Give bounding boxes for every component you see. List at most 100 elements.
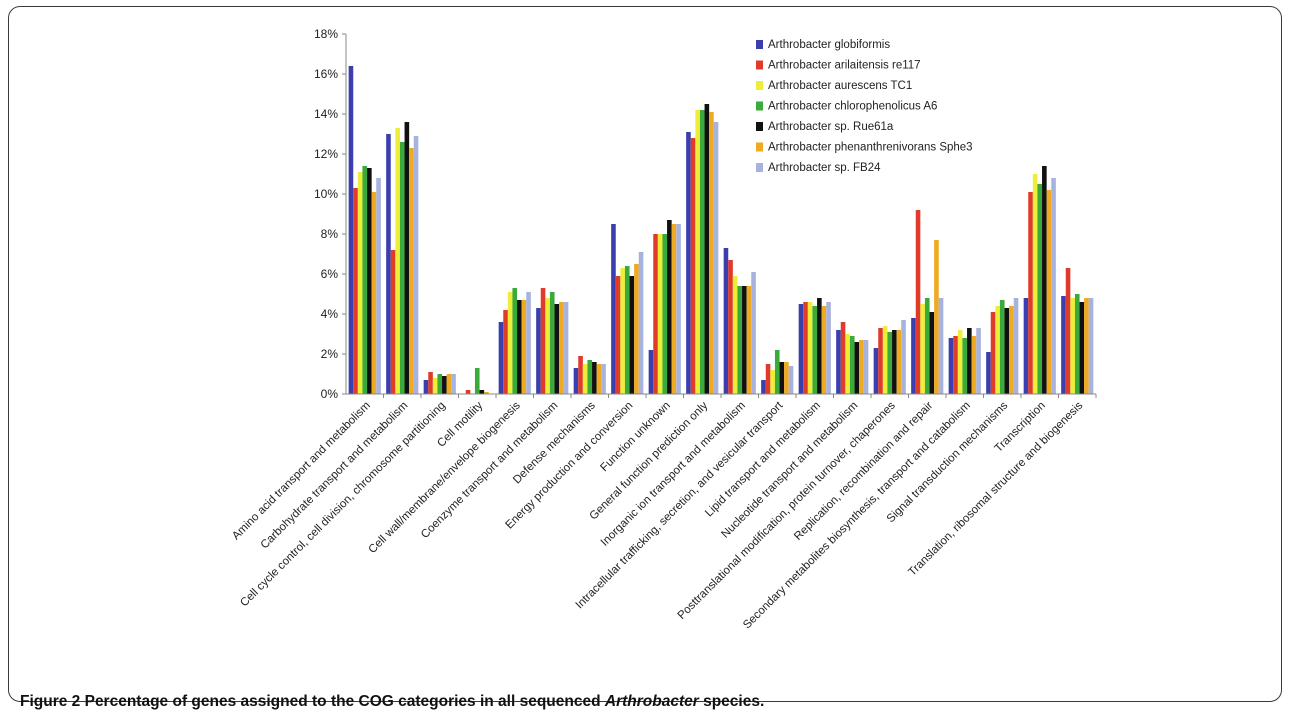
bar xyxy=(348,66,354,394)
bar xyxy=(901,320,906,394)
bar xyxy=(442,376,447,394)
legend-label: Arthrobacter phenanthrenivorans Sphe3 xyxy=(768,142,973,154)
bar xyxy=(999,300,1005,394)
bar xyxy=(976,328,981,394)
legend-swatch xyxy=(756,163,763,172)
y-tick-label: 2% xyxy=(321,347,339,361)
bar xyxy=(873,348,879,394)
bar xyxy=(1079,302,1085,394)
bar xyxy=(353,188,358,394)
bar xyxy=(545,298,550,394)
bar-chart: 0% 2% 4% 6% 8% 10% 12% 14% 16% 18% Amino acid tra… xyxy=(230,27,1097,631)
bar xyxy=(1074,294,1080,394)
x-category-label: Replication, recombination and repair xyxy=(792,400,935,543)
x-category-label: Translation, ribosomal structure and bio… xyxy=(906,399,1085,578)
bar xyxy=(1032,174,1038,394)
bar xyxy=(451,374,456,394)
bar xyxy=(990,312,996,394)
bar xyxy=(826,302,831,394)
caption-label: Figure 2 xyxy=(20,693,81,710)
bar xyxy=(479,390,485,394)
bar xyxy=(395,128,400,394)
bar xyxy=(995,306,1000,394)
y-tick-label: 6% xyxy=(321,267,339,281)
bar xyxy=(920,304,925,394)
bar xyxy=(367,168,372,394)
bar xyxy=(615,276,621,394)
bar xyxy=(592,362,597,394)
bar xyxy=(446,374,452,394)
x-category-label: Function unknown xyxy=(598,400,672,474)
bar xyxy=(788,366,794,394)
bar xyxy=(1065,268,1071,394)
bar xyxy=(634,264,639,394)
bar xyxy=(573,368,579,394)
x-category-label: Nucleotide transport and metabolism xyxy=(719,400,860,541)
bar xyxy=(517,300,522,394)
bar xyxy=(1037,184,1043,394)
bar xyxy=(559,302,564,394)
bar xyxy=(611,224,616,394)
bar xyxy=(798,304,804,394)
bar xyxy=(704,104,710,394)
bar xyxy=(953,336,958,394)
bars xyxy=(348,66,1094,394)
bar xyxy=(1013,298,1019,394)
bar xyxy=(671,224,677,394)
legend-swatch xyxy=(756,40,763,49)
y-axis: 0% 2% 4% 6% 8% 10% 12% 14% 16% 18% xyxy=(314,27,347,401)
bar xyxy=(915,210,921,394)
bar xyxy=(423,380,429,394)
legend-label: Arthrobacter chlorophenolicus A6 xyxy=(768,101,937,113)
y-tick-label: 12% xyxy=(314,147,338,161)
legend-swatch xyxy=(756,101,763,111)
bar xyxy=(761,380,766,394)
bar xyxy=(957,330,963,394)
bar xyxy=(751,272,756,394)
bar xyxy=(540,288,546,394)
bar xyxy=(924,298,930,394)
bar xyxy=(638,252,644,394)
bar xyxy=(653,234,658,394)
bar xyxy=(362,166,368,394)
legend-label: Arthrobacter arilaitensis re117 xyxy=(768,60,921,72)
bar xyxy=(967,328,972,394)
bar xyxy=(409,148,414,394)
legend-swatch xyxy=(756,60,763,70)
y-tick-label: 4% xyxy=(321,307,339,321)
bar xyxy=(503,310,508,394)
bar xyxy=(1046,190,1052,394)
bar xyxy=(709,112,714,394)
bar xyxy=(404,122,410,394)
bar xyxy=(911,318,916,394)
bar xyxy=(536,308,541,394)
bar xyxy=(929,312,935,394)
bar xyxy=(812,306,818,394)
bar xyxy=(620,268,625,394)
bar xyxy=(938,298,944,394)
bar xyxy=(601,364,606,394)
bar xyxy=(882,326,888,394)
bar xyxy=(863,340,869,394)
bar xyxy=(807,302,813,394)
bar xyxy=(1051,178,1056,394)
bar xyxy=(437,374,443,394)
bar xyxy=(728,260,733,394)
legend-label: Arthrobacter globiformis xyxy=(768,39,890,51)
bar xyxy=(971,336,977,394)
bar xyxy=(1088,298,1094,394)
bar xyxy=(563,302,569,394)
bar xyxy=(376,178,381,394)
bar xyxy=(521,300,527,394)
y-tick-label: 16% xyxy=(314,67,338,81)
bar xyxy=(713,122,719,394)
bar xyxy=(371,192,377,394)
bar xyxy=(1023,298,1029,394)
bar xyxy=(686,132,691,394)
bar xyxy=(413,136,419,394)
bar xyxy=(732,276,738,394)
bar xyxy=(821,306,827,394)
bar xyxy=(737,286,743,394)
x-axis: Amino acid transport and metabolismCarbo… xyxy=(230,393,1097,631)
y-tick-label: 14% xyxy=(314,107,338,121)
